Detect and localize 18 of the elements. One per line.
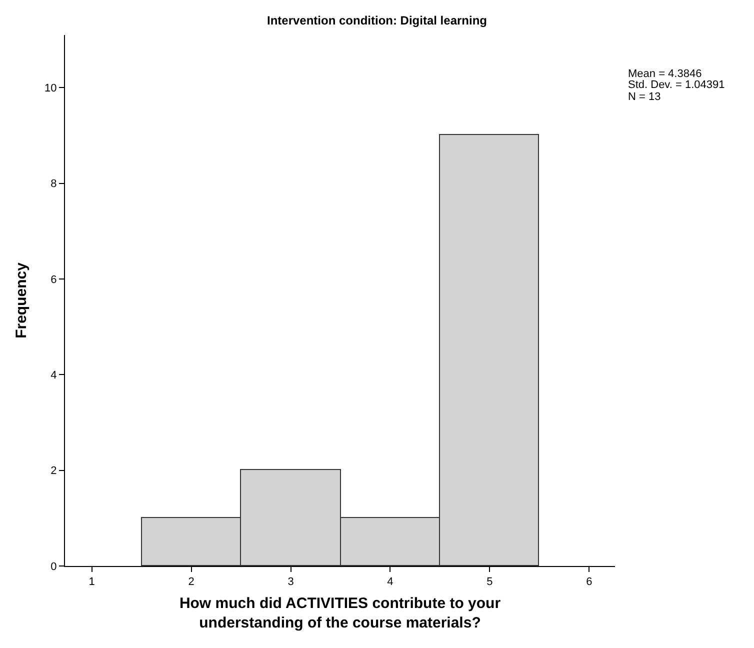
- x-tick-label: 6: [586, 576, 592, 588]
- x-tick-label: 5: [486, 576, 493, 588]
- y-tick-label: 2: [50, 465, 57, 478]
- x-axis-title: How much did ACTIVITIES contribute to your understanding of the course materials?: [179, 595, 501, 632]
- text: N = 13: [628, 91, 661, 103]
- y-tick-label: 8: [50, 178, 57, 190]
- chart-title: Intervention condition: Digital learning: [266, 14, 488, 28]
- x-tick-label: 3: [288, 576, 294, 588]
- x-tick-label: 1: [88, 576, 95, 588]
- y-tick-label: 4: [50, 370, 57, 382]
- y-axis-title: Frequency: [12, 262, 30, 338]
- text: Mean = 4.3846: [628, 68, 702, 80]
- text: Std. Dev. = 1.04391: [628, 79, 725, 91]
- y-tick-label: 0: [50, 560, 57, 573]
- x-tick-label: 2: [188, 576, 194, 588]
- y-tick-label: 6: [50, 274, 57, 286]
- x-tick-label: 4: [387, 576, 394, 588]
- y-tick-label: 10: [44, 82, 57, 94]
